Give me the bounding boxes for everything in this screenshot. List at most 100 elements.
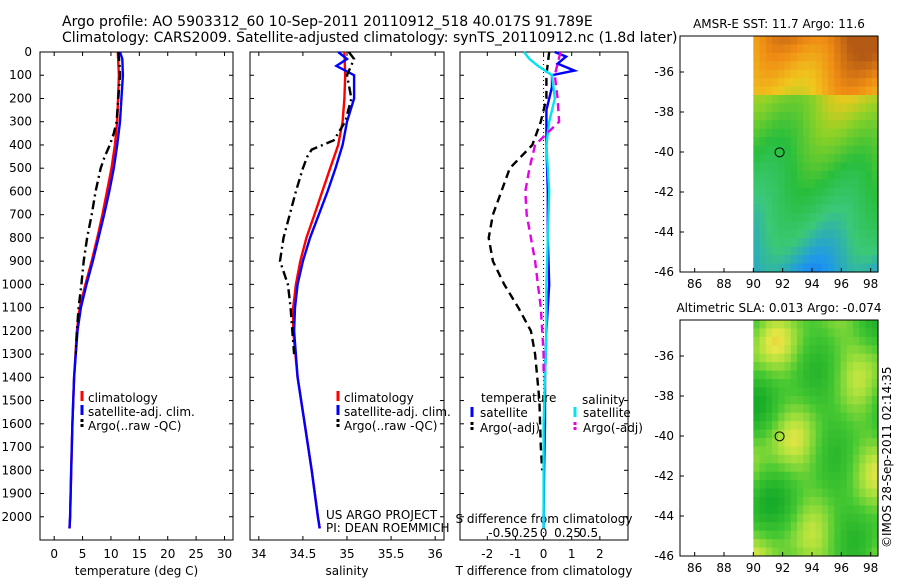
heatmap-cell bbox=[803, 320, 811, 330]
heatmap-cell bbox=[846, 454, 854, 464]
heatmap-cell bbox=[865, 246, 873, 256]
heatmap-cell bbox=[796, 379, 804, 389]
heatmap-cell bbox=[796, 497, 804, 507]
heatmap-cell bbox=[834, 345, 842, 355]
heatmap-cell bbox=[759, 120, 767, 130]
heatmap-cell bbox=[809, 78, 817, 88]
heatmap-cell bbox=[853, 320, 860, 330]
heatmap-cell bbox=[753, 170, 761, 180]
heatmap-cell bbox=[871, 547, 879, 557]
heatmap-cell bbox=[809, 387, 817, 397]
heatmap-cell bbox=[772, 52, 779, 62]
heatmap-cell bbox=[784, 170, 792, 180]
heatmap-cell bbox=[759, 353, 767, 363]
heatmap-cell bbox=[790, 429, 798, 439]
map-x-tick-label: 86 bbox=[687, 561, 702, 575]
heatmap-cell bbox=[759, 522, 767, 532]
heatmap-cell bbox=[753, 412, 761, 422]
heatmap-cell bbox=[809, 530, 817, 540]
heatmap-cell bbox=[821, 52, 829, 62]
heatmap-cell bbox=[784, 238, 792, 248]
heatmap-cell bbox=[759, 454, 767, 464]
heatmap-cell bbox=[815, 255, 823, 265]
heatmap-cell bbox=[803, 429, 811, 439]
heatmap-cell bbox=[809, 221, 817, 231]
heatmap-cell bbox=[865, 213, 873, 223]
heatmap-cell bbox=[753, 387, 761, 397]
heatmap-cell bbox=[865, 497, 873, 507]
heatmap-cell bbox=[865, 463, 873, 473]
heatmap-cell bbox=[865, 78, 873, 88]
heatmap-cell bbox=[859, 246, 867, 256]
heatmap-cell bbox=[859, 471, 867, 481]
heatmap-cell bbox=[803, 463, 811, 473]
heatmap-cell bbox=[871, 204, 879, 214]
heatmap-cell bbox=[859, 179, 867, 189]
heatmap-cell bbox=[853, 95, 860, 105]
heatmap-cell bbox=[790, 471, 798, 481]
heatmap-cell bbox=[871, 128, 879, 138]
heatmap-cell bbox=[853, 162, 860, 172]
heatmap-cell bbox=[853, 513, 860, 523]
heatmap-cell bbox=[778, 353, 786, 363]
heatmap-cell bbox=[815, 44, 823, 54]
heatmap-cell bbox=[772, 336, 779, 346]
heatmap-cell bbox=[834, 246, 842, 256]
heatmap-cell bbox=[840, 52, 848, 62]
heatmap-cell bbox=[796, 103, 804, 113]
heatmap-cell bbox=[821, 454, 829, 464]
heatmap-cell bbox=[796, 162, 804, 172]
heatmap-cell bbox=[778, 145, 786, 155]
legend-label-temperature: satellite-adj. clim. bbox=[88, 405, 195, 419]
heatmap-cell bbox=[753, 488, 761, 498]
heatmap-cell bbox=[790, 204, 798, 214]
heatmap-cell bbox=[846, 246, 854, 256]
heatmap-cell bbox=[778, 429, 786, 439]
heatmap-cell bbox=[853, 345, 860, 355]
heatmap-cell bbox=[772, 255, 779, 265]
heatmap-cell bbox=[853, 52, 860, 62]
heatmap-cell bbox=[846, 488, 854, 498]
heatmap-cell bbox=[840, 387, 848, 397]
heatmap-cell bbox=[828, 488, 835, 498]
heatmap-cell bbox=[759, 137, 767, 147]
heatmap-cell bbox=[815, 429, 823, 439]
heatmap-cell bbox=[784, 446, 792, 456]
heatmap-cell bbox=[828, 320, 835, 330]
heatmap-cell bbox=[853, 412, 860, 422]
heatmap-cell bbox=[853, 61, 860, 71]
heatmap-cell bbox=[765, 320, 773, 330]
heatmap-cell bbox=[790, 404, 798, 414]
heatmap-cell bbox=[865, 429, 873, 439]
heatmap-cell bbox=[772, 488, 779, 498]
heatmap-cell bbox=[796, 86, 804, 96]
x-tick-label-temperature: 0 bbox=[50, 547, 58, 561]
heatmap-cell bbox=[840, 530, 848, 540]
heatmap-cell bbox=[790, 213, 798, 223]
heatmap-cell bbox=[821, 213, 829, 223]
heatmap-cell bbox=[796, 263, 804, 273]
heatmap-cell bbox=[784, 86, 792, 96]
heatmap-cell bbox=[840, 438, 848, 448]
heatmap-cell bbox=[772, 120, 779, 130]
heatmap-cell bbox=[753, 471, 761, 481]
map-frame-sst bbox=[679, 35, 879, 273]
heatmap-cell bbox=[759, 497, 767, 507]
heatmap-cell bbox=[809, 412, 817, 422]
heatmap-cell bbox=[821, 103, 829, 113]
heatmap-cell bbox=[840, 429, 848, 439]
heatmap-cell bbox=[853, 395, 860, 405]
heatmap-cell bbox=[846, 44, 854, 54]
heatmap-cell bbox=[840, 95, 848, 105]
argo-location-marker bbox=[774, 431, 785, 442]
heatmap-cell bbox=[840, 547, 848, 557]
heatmap-cell bbox=[853, 246, 860, 256]
heatmap-cell bbox=[759, 412, 767, 422]
heatmap-cell bbox=[753, 78, 761, 88]
x-tick-label-temperature: 10 bbox=[103, 547, 118, 561]
heatmap-cell bbox=[840, 204, 848, 214]
heatmap-cell bbox=[809, 246, 817, 256]
heatmap-cell bbox=[772, 137, 779, 147]
heatmap-cell bbox=[803, 471, 811, 481]
heatmap-cell bbox=[815, 395, 823, 405]
